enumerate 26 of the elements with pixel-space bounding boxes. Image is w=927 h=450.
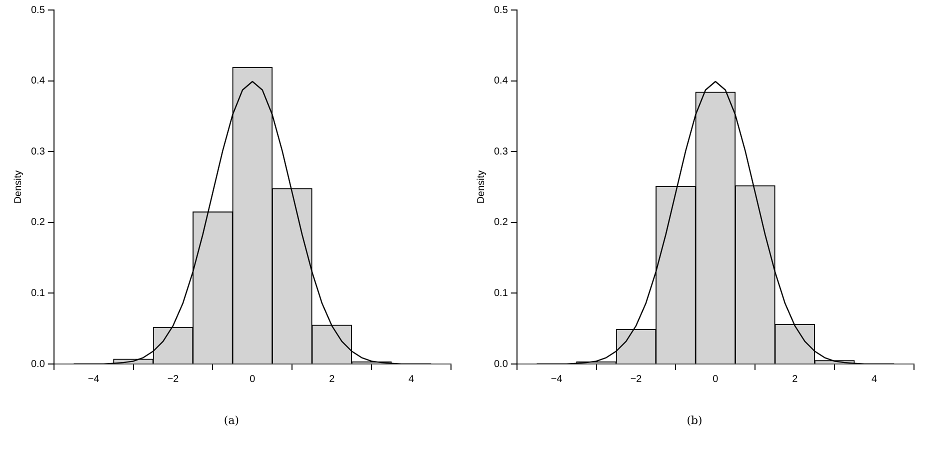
y-tick-label: 0.5 [30, 4, 46, 16]
y-axis-title: Density [12, 170, 24, 204]
y-tick-label: 0.2 [494, 217, 508, 228]
x-tick-label: 0 [712, 374, 719, 385]
text: (b) [686, 414, 704, 427]
x-tick-label: 2 [329, 374, 336, 385]
y-tick-label: 0.0 [494, 358, 508, 370]
y-tick-label: 0.1 [30, 288, 46, 299]
y-tick-label: 0.3 [30, 146, 46, 158]
y-tick-label: 0.3 [494, 146, 508, 158]
x-tick-label: 4 [408, 374, 415, 385]
x-tick-label: −4 [550, 374, 563, 385]
x-tick-label: −2 [167, 374, 180, 385]
y-tick-label: 0.4 [30, 76, 46, 87]
x-tick-label: 0 [250, 374, 256, 385]
x-tick-label: 2 [792, 374, 798, 385]
x-tick-label: 4 [872, 374, 878, 385]
y-tick-label: 0.1 [494, 288, 508, 299]
y-axis-title: Density [476, 170, 487, 204]
y-tick-label: 0.5 [494, 4, 508, 16]
y-tick-label: 0.0 [30, 358, 46, 370]
x-tick-label: −2 [630, 374, 642, 385]
y-tick-label: 0.4 [494, 76, 508, 87]
y-tick-label: 0.2 [30, 217, 46, 228]
x-tick-label: −4 [88, 374, 100, 385]
text: (a) [222, 414, 240, 427]
